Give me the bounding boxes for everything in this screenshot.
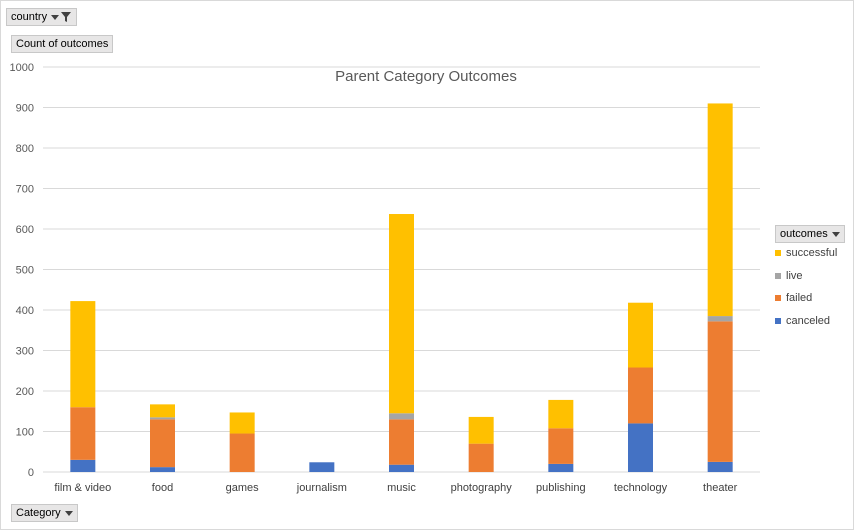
filter-icon	[51, 11, 72, 23]
bar-segment-live	[150, 417, 175, 420]
bar-segment-canceled	[150, 467, 175, 472]
chevron-down-icon	[64, 510, 73, 516]
bar-segment-live	[707, 316, 733, 322]
y-tick-label: 300	[16, 346, 34, 358]
country-filter-label: country	[11, 11, 48, 23]
country-filter-button[interactable]: country	[6, 8, 78, 26]
bar-segment-canceled	[389, 464, 414, 472]
x-tick-label: photography	[451, 482, 513, 494]
bar-segment-failed	[707, 321, 733, 462]
bar-segment-successful	[628, 302, 653, 368]
category-filter-label: Category	[16, 507, 61, 519]
bar-segment-canceled	[70, 459, 96, 472]
bar-segment-canceled	[707, 461, 733, 472]
legend-item-successful: successful	[775, 247, 837, 259]
bar-segment-successful	[150, 404, 175, 418]
legend-label: failed	[786, 292, 813, 304]
legend-swatch	[775, 317, 781, 324]
y-tick-label: 700	[16, 184, 34, 196]
y-tick-label: 200	[16, 386, 34, 398]
bar-segment-successful	[229, 412, 255, 434]
bar-segment-canceled	[548, 463, 574, 472]
legend-item-canceled: canceled	[775, 315, 830, 327]
bar-segment-live	[389, 413, 414, 420]
legend-swatch	[775, 295, 781, 302]
bar-segment-failed	[389, 419, 414, 465]
legend-label: canceled	[786, 314, 831, 327]
category-filter-button[interactable]: Category	[11, 504, 78, 522]
bar-segment-failed	[628, 367, 653, 424]
legend-label: live	[786, 269, 803, 282]
bar-segment-failed	[150, 419, 175, 468]
bar-segment-failed	[468, 443, 494, 472]
bar-segment-failed	[548, 428, 574, 464]
bar-segment-successful	[389, 214, 414, 414]
bar-segment-failed	[229, 433, 255, 472]
x-tick-label: film & video	[54, 482, 111, 494]
value-field-label: Count of outcomes	[11, 35, 114, 53]
x-tick-label: technology	[614, 482, 668, 494]
x-tick-label: games	[226, 482, 260, 494]
y-tick-label: 0	[28, 467, 34, 479]
legend-item-live: live	[775, 270, 803, 282]
funnel-icon	[61, 12, 72, 22]
bar-segment-successful	[468, 416, 494, 444]
legend-item-failed: failed	[775, 292, 812, 304]
outcomes-filter-label: outcomes	[780, 228, 828, 240]
x-axis-ticks: film & video food games journalism music phot…	[54, 482, 737, 494]
bars	[70, 103, 733, 472]
legend-swatch	[775, 272, 781, 279]
y-axis-ticks: 0 100 200 300 400 500 600 700 800 900 1000	[10, 62, 34, 479]
y-tick-label: 900	[16, 103, 34, 115]
y-tick-label: 1000	[10, 62, 34, 74]
y-tick-label: 600	[16, 224, 34, 236]
bar-segment-successful	[707, 103, 733, 317]
x-tick-label: journalism	[296, 482, 347, 494]
bar-segment-canceled	[309, 462, 335, 472]
x-tick-label: publishing	[536, 482, 586, 494]
chevron-down-icon	[831, 231, 840, 237]
chart-title: Parent Category Outcomes	[335, 68, 517, 85]
x-tick-label: food	[152, 482, 173, 494]
x-tick-label: theater	[703, 482, 738, 494]
legend-swatch	[775, 250, 781, 257]
bar-segment-failed	[70, 407, 96, 460]
outcomes-filter-button[interactable]: outcomes	[775, 225, 845, 243]
legend-label: successful	[786, 247, 838, 259]
x-tick-label: music	[387, 482, 416, 494]
bar-segment-successful	[70, 301, 96, 408]
bar-segment-successful	[548, 399, 574, 429]
bar-segment-canceled	[628, 423, 653, 472]
y-tick-label: 100	[16, 427, 34, 439]
y-tick-label: 400	[16, 305, 34, 317]
y-tick-label: 800	[16, 143, 34, 155]
y-tick-label: 500	[16, 265, 34, 277]
chevron-down-icon	[51, 14, 60, 20]
